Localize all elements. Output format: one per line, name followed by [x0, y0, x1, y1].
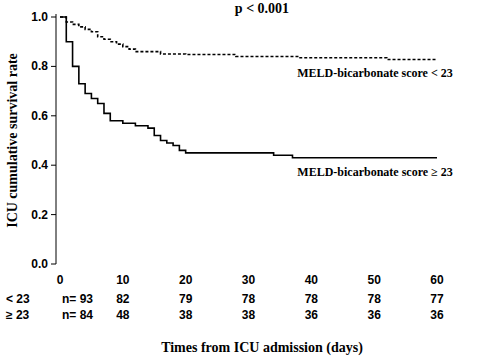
y-tick: [51, 17, 56, 18]
risk-value: 38: [179, 308, 193, 322]
plot-area: [60, 17, 437, 158]
x-tick-label: 60: [430, 273, 444, 287]
risk-value: 79: [179, 292, 193, 306]
y-tick-label: 0.8: [31, 59, 48, 73]
y-tick: [51, 165, 56, 166]
risk-value: 48: [116, 308, 130, 322]
survival-curve: [60, 17, 437, 158]
y-tick: [51, 115, 56, 116]
survival-curve: [60, 17, 437, 59]
risk-row-label: < 23: [6, 292, 30, 306]
title: p < 0.001: [235, 1, 289, 16]
risk-value: 78: [242, 292, 256, 306]
y-tick-label: 0.6: [31, 109, 48, 123]
risk-value: 36: [430, 308, 444, 322]
x-tick-label: 50: [367, 273, 381, 287]
x-tick-label: 30: [242, 273, 256, 287]
risk-row-label: ≥ 23: [6, 308, 30, 322]
risk-value: 77: [430, 292, 444, 306]
risk-value: 38: [242, 308, 256, 322]
y-tick: [51, 264, 56, 265]
y-tick: [51, 66, 56, 67]
risk-value: 78: [367, 292, 381, 306]
x-tick-label: 40: [305, 273, 319, 287]
risk-value: 82: [116, 292, 130, 306]
y-axis-label: ICU cumulative survival rate: [5, 53, 20, 228]
y-tick-label: 1.0: [31, 10, 48, 24]
risk-value: 78: [305, 292, 319, 306]
y-axis-line: [56, 14, 57, 264]
x-tick-label: 0: [57, 273, 64, 287]
x-axis-label: Times from ICU admission (days): [161, 340, 363, 356]
chart: p < 0.001 0.0 0.2 0.4 0.6 0.8 1.0 0 10 20 30 40 50 60…: [0, 0, 500, 364]
risk-value: n= 93: [62, 292, 93, 306]
series-label: MELD-bicarbonate score < 23: [297, 66, 453, 80]
y-tick-label: 0.2: [31, 208, 48, 222]
x-tick-label: 20: [179, 273, 193, 287]
risk-value: 36: [305, 308, 319, 322]
y-tick: [51, 214, 56, 215]
x-tick-label: 10: [116, 273, 130, 287]
y-tick-label: 0.0: [31, 257, 48, 271]
risk-value: 36: [367, 308, 381, 322]
series-label: MELD-bicarbonate score ≥ 23: [297, 165, 452, 179]
y-tick-label: 0.4: [31, 158, 48, 172]
risk-value: n= 84: [62, 308, 93, 322]
